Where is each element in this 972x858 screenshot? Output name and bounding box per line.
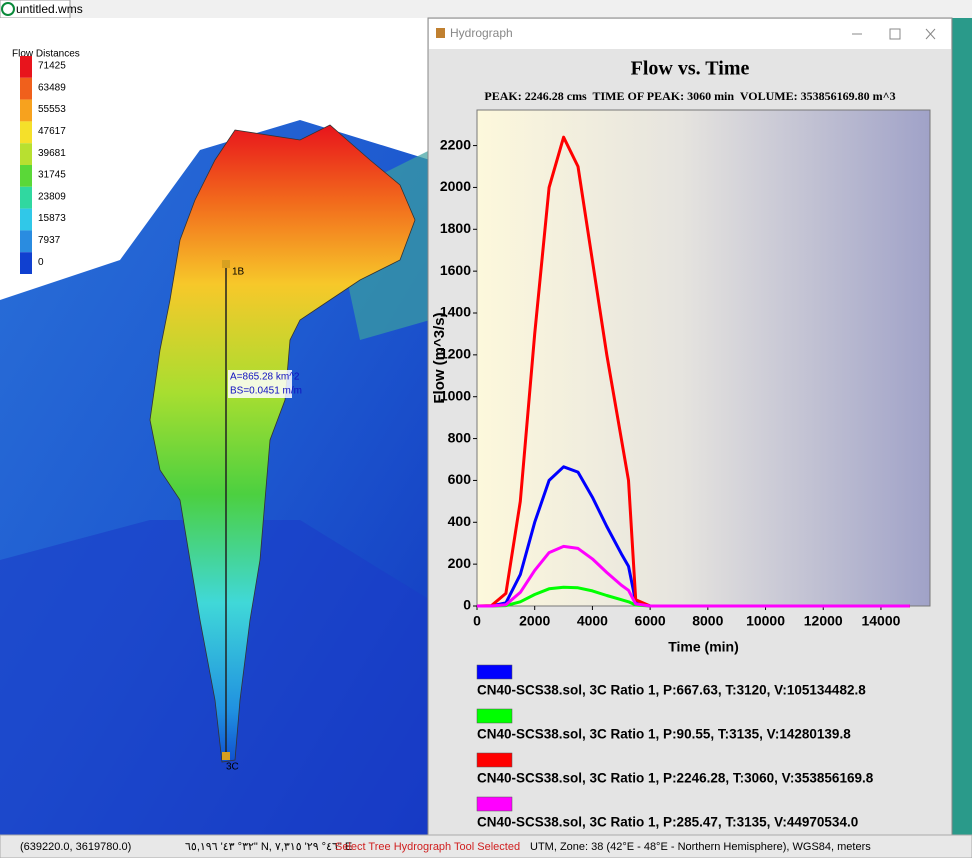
basin-area: A=865.28 km^2	[230, 372, 300, 383]
legend-label: 23809	[38, 191, 66, 202]
outlet-label: 1B	[232, 267, 245, 278]
outlet-marker	[222, 260, 230, 268]
tab-bar	[0, 0, 972, 18]
outlet-label: 3C	[226, 762, 239, 773]
legend-label: CN40-SCS38.sol, 3C Ratio 1, P:2246.28, T…	[477, 771, 874, 786]
x-tick-label: 4000	[577, 613, 608, 629]
legend-swatch	[477, 753, 512, 767]
legend-swatch	[20, 78, 32, 100]
legend-swatch	[20, 209, 32, 231]
legend-label: CN40-SCS38.sol, 3C Ratio 1, P:285.47, T:…	[477, 815, 858, 830]
legend-label: 71425	[38, 61, 66, 72]
basin-slope: BS=0.0451 m/m	[230, 386, 302, 397]
y-tick-label: 0	[463, 597, 471, 613]
y-tick-label: 600	[448, 471, 472, 487]
legend-label: 47617	[38, 126, 66, 137]
legend-label: 7937	[38, 235, 61, 246]
legend-label: CN40-SCS38.sol, 3C Ratio 1, P:667.63, T:…	[477, 683, 866, 698]
legend-label: 31745	[38, 170, 66, 181]
x-tick-label: 12000	[804, 613, 843, 629]
status-coordinates: (639220.0, 3619780.0)	[20, 841, 131, 853]
y-tick-label: 400	[448, 513, 472, 529]
legend-swatch	[20, 187, 32, 209]
y-tick-label: 200	[448, 555, 472, 571]
legend-swatch	[477, 665, 512, 679]
legend-label: 63489	[38, 82, 66, 93]
tab-title: untitled.wms	[16, 2, 83, 16]
legend-swatch	[20, 252, 32, 274]
legend-swatch	[477, 797, 512, 811]
legend-swatch	[20, 230, 32, 252]
chart-title: Flow vs. Time	[631, 58, 750, 80]
x-tick-label: 0	[473, 613, 481, 629]
y-tick-label: 1800	[440, 220, 471, 236]
y-tick-label: 1600	[440, 262, 471, 278]
legend-label: 15873	[38, 213, 66, 224]
legend-swatch	[20, 143, 32, 165]
outlet-marker	[222, 752, 230, 760]
terrain	[952, 18, 972, 835]
legend-label: CN40-SCS38.sol, 3C Ratio 1, P:90.55, T:3…	[477, 727, 851, 742]
x-tick-label: 10000	[746, 613, 785, 629]
window-title: Hydrograph	[450, 26, 513, 40]
y-tick-label: 2200	[440, 136, 471, 152]
legend-label: 39681	[38, 148, 66, 159]
x-tick-label: 6000	[635, 613, 666, 629]
legend-label: 55553	[38, 104, 66, 115]
legend-swatch	[20, 56, 32, 78]
plot-area	[477, 110, 930, 606]
chart-subtitle: PEAK: 2246.28 cms TIME OF PEAK: 3060 min…	[484, 89, 895, 103]
window-icon	[436, 28, 445, 38]
y-tick-label: 800	[448, 429, 472, 445]
x-tick-label: 14000	[861, 613, 900, 629]
legend-swatch	[20, 121, 32, 143]
legend-swatch	[20, 100, 32, 122]
x-tick-label: 8000	[692, 613, 723, 629]
status-projection: UTM, Zone: 38 (42°E - 48°E - Northern He…	[530, 841, 871, 853]
x-axis-label: Time (min)	[668, 639, 739, 655]
legend-swatch	[20, 165, 32, 187]
status-geographic: ٣٢° ٤٣' ٦٥,١٩٦" N, ٤٦° ٢٩' ٧,٣١٥" E	[185, 841, 352, 853]
legend-swatch	[477, 709, 512, 723]
screen: untitled.wms 1B 3C A=865.28 km^2 BS=0.04…	[0, 0, 972, 858]
page: untitled.wms 1B 3C A=865.28 km^2 BS=0.04…	[0, 0, 972, 858]
y-axis-label: Flow (m^3/s)	[431, 312, 448, 403]
legend-label: 0	[38, 257, 44, 268]
x-tick-label: 2000	[519, 613, 550, 629]
y-tick-label: 2000	[440, 178, 471, 194]
status-tool: Select Tree Hydrograph Tool Selected	[335, 841, 520, 853]
